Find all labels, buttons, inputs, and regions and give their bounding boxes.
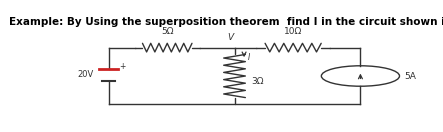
Text: 20V: 20V [77, 70, 93, 79]
Text: 5Ω: 5Ω [161, 27, 174, 36]
Text: 5A: 5A [405, 72, 416, 81]
Text: Example: By Using the superposition theorem  find I in the circuit shown in figu: Example: By Using the superposition theo… [9, 17, 443, 27]
Text: 10Ω: 10Ω [284, 27, 302, 36]
Text: V: V [227, 33, 233, 42]
Text: +: + [120, 62, 126, 71]
Text: 3Ω: 3Ω [251, 77, 264, 86]
Text: I: I [248, 53, 250, 62]
